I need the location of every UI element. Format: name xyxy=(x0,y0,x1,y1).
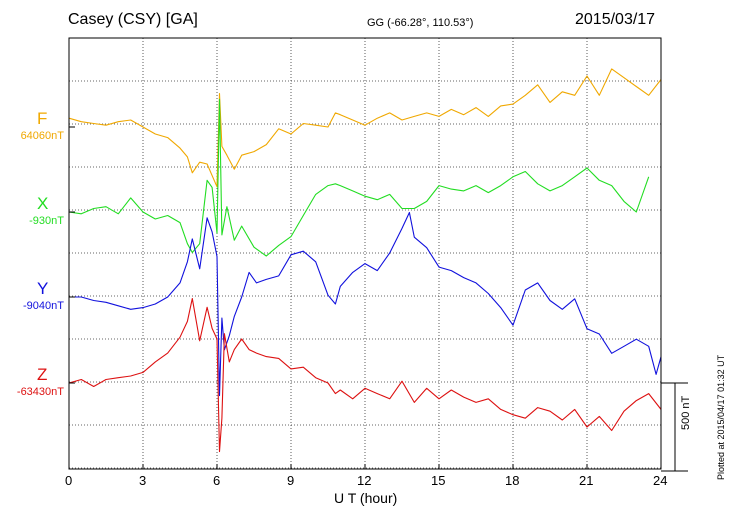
series-baseline-z: -63430nT xyxy=(16,386,64,398)
series-name-y: Y xyxy=(37,279,49,298)
x-tick-label: 9 xyxy=(287,473,295,488)
plot-date: 2015/03/17 xyxy=(575,11,656,28)
x-axis-label: U T (hour) xyxy=(334,490,398,506)
x-tick-label: 6 xyxy=(213,473,221,488)
scale-bar xyxy=(661,382,688,472)
x-tick-label: 15 xyxy=(431,473,446,488)
x-tick-label: 0 xyxy=(65,473,73,488)
station-title: Casey (CSY) [GA] xyxy=(68,11,198,28)
series-baseline-y: -9040nT xyxy=(23,300,64,312)
x-tick-label: 24 xyxy=(653,473,668,488)
x-tick-label: 21 xyxy=(579,473,594,488)
series-line-f xyxy=(68,68,662,188)
x-tick-label: 18 xyxy=(505,473,520,488)
series-lines xyxy=(68,68,662,453)
series-name-x: X xyxy=(37,194,49,213)
scale-bar-label: 500 nT xyxy=(680,395,692,430)
plot-grid xyxy=(69,38,661,469)
series-line-z xyxy=(68,297,662,453)
plotted-timestamp: Plotted at 2015/04/17 01:32 UT xyxy=(716,354,726,480)
series-baseline-x: -930nT xyxy=(29,215,64,227)
series-name-z: Z xyxy=(37,365,48,384)
series-baseline-f: 64060nT xyxy=(20,130,64,142)
x-tick-label: 3 xyxy=(139,473,147,488)
x-axis-ticks xyxy=(68,464,662,469)
series-name-f: F xyxy=(37,109,48,128)
series-line-y xyxy=(69,211,662,397)
x-tick-label: 12 xyxy=(357,473,372,488)
series-line-x xyxy=(68,98,650,257)
station-coordinates: GG (-66.28°, 110.53°) xyxy=(367,17,474,29)
